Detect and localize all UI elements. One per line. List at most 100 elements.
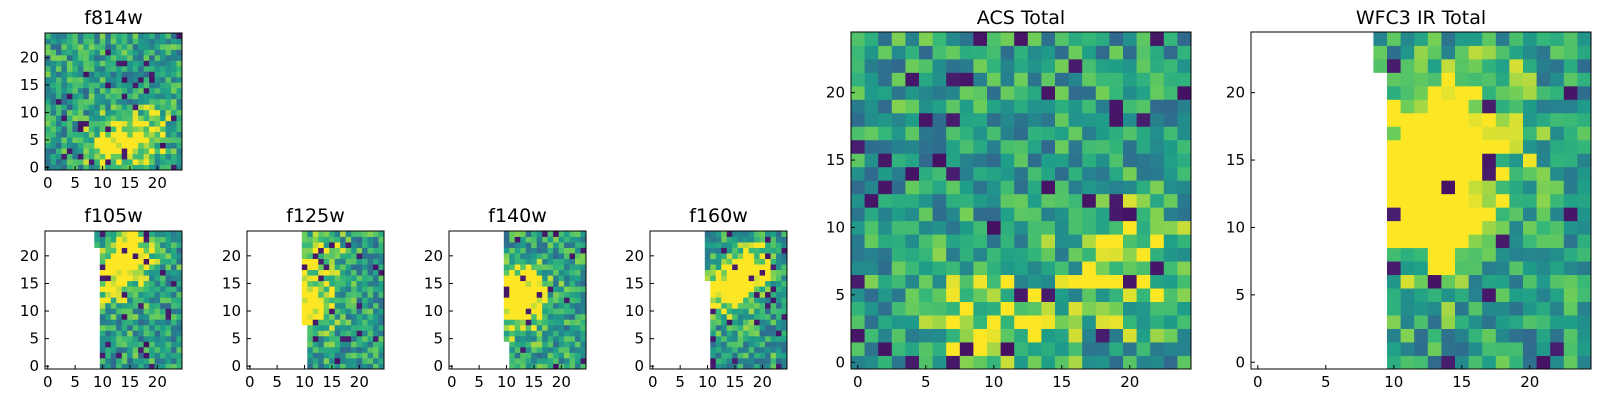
heatmap-cell [851, 288, 865, 302]
heatmap-cell [176, 308, 183, 315]
heatmap-cell [754, 264, 760, 271]
heatmap-cell [878, 58, 893, 73]
heatmap-cell [362, 341, 368, 348]
heatmap-cell [143, 313, 150, 320]
heatmap-cell [1027, 193, 1042, 208]
heatmap-cell [312, 341, 319, 348]
heatmap-cell [121, 49, 128, 56]
heatmap-cell [121, 164, 128, 171]
heatmap-cell [143, 120, 150, 127]
x-tick-label: 5 [70, 373, 80, 391]
heatmap-cell [704, 269, 711, 276]
heatmap-cell [1387, 153, 1401, 168]
heatmap-cell [165, 164, 172, 171]
heatmap-cell [569, 286, 576, 293]
heatmap-cell [55, 115, 62, 122]
heatmap-cell [323, 231, 330, 237]
heatmap-cell [99, 153, 106, 160]
heatmap-cell [732, 302, 739, 309]
heatmap-cell [77, 153, 84, 160]
heatmap-cell [154, 54, 161, 61]
heatmap-cell [312, 308, 319, 315]
heatmap-cell [138, 247, 145, 254]
heatmap-cell [116, 258, 123, 265]
heatmap-cell [149, 319, 155, 326]
heatmap-cell [77, 104, 84, 111]
heatmap-cell [1468, 153, 1483, 168]
heatmap-cell [66, 137, 73, 143]
heatmap-cell [88, 54, 95, 61]
heatmap-cell [732, 357, 739, 364]
heatmap-cell [149, 313, 155, 320]
heatmap-cell [1577, 180, 1592, 195]
heatmap-cell [1509, 301, 1524, 316]
heatmap-cell [345, 357, 352, 364]
heatmap-cell [110, 43, 117, 50]
heatmap-cell [77, 109, 84, 116]
heatmap-cell [1455, 355, 1469, 370]
heatmap-cell [127, 43, 134, 50]
heatmap-cell [743, 291, 750, 298]
heatmap-cell [83, 109, 90, 116]
heatmap-cell [575, 236, 581, 243]
heatmap-cell [1163, 153, 1178, 168]
heatmap-cell [1482, 72, 1497, 87]
heatmap-cell [765, 363, 771, 370]
heatmap-cell [318, 330, 325, 337]
heatmap-cell [99, 93, 106, 100]
heatmap-cell [973, 315, 988, 329]
heatmap-cell [1455, 99, 1469, 114]
heatmap-cell [105, 115, 112, 122]
heatmap-cell [1427, 85, 1442, 100]
heatmap-cell [1495, 99, 1510, 114]
heatmap-cell [878, 342, 893, 356]
heatmap-cell [105, 264, 112, 271]
heatmap-cell [531, 357, 538, 364]
heatmap-cell [138, 87, 145, 94]
heatmap-cell [345, 363, 352, 370]
heatmap-cell [1577, 234, 1592, 249]
heatmap-cell [932, 234, 947, 249]
heatmap-cell [743, 286, 750, 293]
heatmap-cell [759, 319, 766, 326]
x-tick-label: 10 [93, 373, 112, 391]
heatmap-cell [1068, 72, 1083, 87]
heatmap-cell [110, 65, 117, 72]
heatmap-cell [1414, 288, 1429, 302]
heatmap-cell [1041, 355, 1056, 370]
heatmap-cell [1123, 32, 1137, 46]
heatmap-cell [105, 363, 112, 370]
heatmap-cell [1523, 342, 1537, 356]
heatmap-cell [580, 308, 587, 315]
heatmap-cell [542, 308, 549, 315]
heatmap-cell [710, 291, 717, 298]
heatmap-cell [110, 148, 117, 154]
heatmap-cell [1177, 193, 1192, 208]
heatmap-cell [154, 319, 161, 326]
heatmap-cell [531, 264, 538, 271]
heatmap-cell [138, 319, 145, 326]
heatmap-cell [149, 352, 155, 359]
heatmap-cell [715, 330, 722, 337]
heatmap-cell [905, 193, 920, 208]
heatmap-cell [127, 297, 134, 304]
heatmap-cell [564, 280, 570, 287]
heatmap-cell [558, 236, 565, 243]
heatmap-cell [132, 76, 139, 83]
heatmap-cell [1468, 180, 1483, 195]
heatmap-cell [72, 126, 79, 133]
heatmap-cell [503, 242, 510, 248]
heatmap-cell [83, 148, 90, 154]
heatmap-cell [547, 247, 554, 254]
heatmap-cell [531, 330, 538, 337]
heatmap-cell [1163, 234, 1178, 249]
heatmap-cell [959, 274, 974, 289]
heatmap-cell [905, 328, 920, 343]
heatmap-cell [1509, 99, 1524, 114]
heatmap-cell [737, 308, 744, 315]
heatmap-cell [864, 45, 879, 60]
heatmap-cell [959, 166, 974, 181]
heatmap-cell [525, 319, 532, 326]
heatmap-cell [1082, 112, 1097, 127]
heatmap-cell [514, 352, 521, 359]
